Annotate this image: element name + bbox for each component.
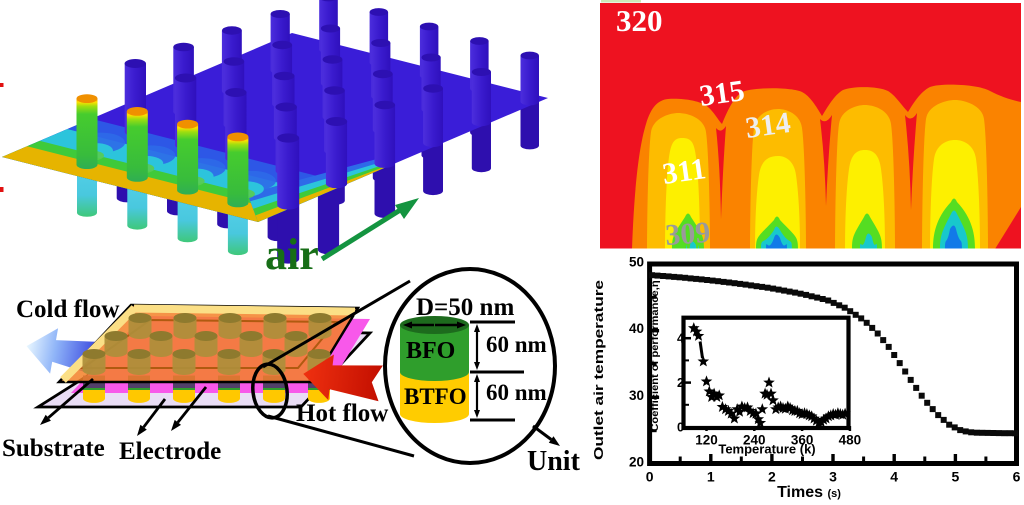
- svg-text:Unit: Unit: [527, 446, 581, 477]
- svg-text:120: 120: [695, 433, 718, 448]
- svg-text:Hot flow: Hot flow: [296, 400, 388, 427]
- svg-text:315: 315: [697, 74, 746, 113]
- svg-text:40: 40: [629, 321, 644, 336]
- svg-text:6: 6: [1013, 468, 1021, 484]
- svg-text:Electrode: Electrode: [119, 438, 221, 465]
- svg-text:480: 480: [839, 433, 862, 448]
- svg-text:311: 311: [660, 152, 708, 191]
- svg-text:2: 2: [768, 468, 776, 484]
- svg-text:0: 0: [677, 420, 684, 434]
- svg-text:Cold flow: Cold flow: [16, 296, 119, 323]
- svg-text:60 nm: 60 nm: [486, 332, 547, 357]
- svg-text:60 nm: 60 nm: [486, 380, 547, 405]
- svg-text:320: 320: [616, 3, 663, 38]
- svg-text:314: 314: [743, 106, 792, 145]
- svg-text:1: 1: [707, 468, 715, 484]
- svg-text:3: 3: [829, 468, 837, 484]
- svg-text:Coefficient of performance,η: Coefficient of performance,η: [649, 280, 661, 431]
- svg-text:Outlet air temperature: Outlet air temperature: [592, 280, 606, 460]
- svg-text:30: 30: [629, 388, 644, 403]
- svg-text:5: 5: [952, 468, 960, 484]
- svg-text:4: 4: [890, 468, 898, 484]
- svg-text:20: 20: [629, 455, 644, 470]
- svg-text:Temperature (k): Temperature (k): [718, 442, 815, 457]
- svg-text:Times (s): Times (s): [777, 484, 841, 501]
- svg-text:BFO: BFO: [406, 338, 455, 364]
- svg-text:Substrate: Substrate: [2, 435, 105, 462]
- svg-text:309: 309: [664, 216, 711, 252]
- svg-text:240: 240: [743, 433, 766, 448]
- svg-text:4: 4: [677, 332, 684, 346]
- svg-text:0: 0: [646, 468, 654, 484]
- svg-text:360: 360: [791, 433, 814, 448]
- svg-text:2: 2: [677, 376, 684, 390]
- svg-text:50: 50: [629, 255, 644, 270]
- svg-text:D=50 nm: D=50 nm: [416, 294, 514, 321]
- svg-text:air: air: [265, 230, 319, 279]
- svg-text:BTFO: BTFO: [404, 384, 467, 409]
